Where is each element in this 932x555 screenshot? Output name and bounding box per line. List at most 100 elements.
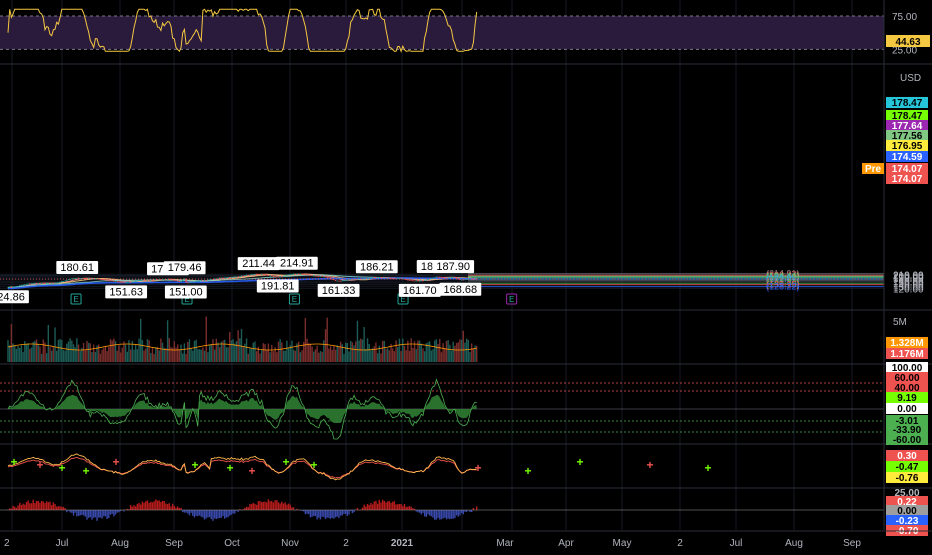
volume-bar: [215, 338, 218, 362]
last-value-badge-bg: [886, 110, 928, 121]
oscillator-3-badge-bg: [886, 496, 928, 507]
histogram-bar: [336, 510, 338, 517]
candle-body: [260, 274, 263, 275]
volume-bar: [333, 346, 335, 362]
histogram-bar: [257, 501, 260, 510]
histogram-bar: [328, 510, 330, 518]
candle-body: [323, 276, 325, 278]
candle-body: [313, 275, 315, 277]
last-value-badge-text: 178.47: [892, 98, 923, 109]
price-tick-label: 190.00: [893, 273, 924, 284]
volume-bar: [140, 318, 142, 362]
last-value-badge-bg: [886, 130, 928, 141]
premarket-badge-text: Pre: [865, 164, 882, 175]
volume-bar: [244, 343, 246, 362]
volume-bar: [255, 351, 258, 362]
candle-body: [210, 279, 212, 280]
candle-body: [193, 281, 196, 283]
histogram-bar: [207, 510, 209, 518]
volume-bar: [158, 350, 160, 362]
histogram-bar: [464, 510, 466, 512]
volume-bar: [271, 344, 273, 362]
earnings-marker-label: E: [400, 295, 405, 304]
volume-bar: [128, 340, 130, 362]
histogram-bar: [77, 510, 80, 516]
volume-bar: [269, 352, 271, 362]
candle-body: [50, 283, 53, 284]
volume-bar: [200, 349, 202, 362]
candle-body: [244, 275, 246, 277]
histogram-bar: [348, 510, 350, 515]
candle-body: [96, 278, 98, 280]
volume-bar: [462, 330, 464, 362]
candle-body: [119, 281, 122, 283]
annotation-label: 124.86: [0, 291, 25, 303]
candle-body: [212, 279, 214, 280]
candle-body: [425, 279, 428, 281]
candle-body: [29, 283, 31, 285]
volume-bar: [86, 340, 88, 362]
volume-badge-bg: [886, 348, 928, 359]
ma-200-line: [7, 277, 477, 290]
candle-body: [454, 277, 456, 278]
oscillator-1-badge: 60.00: [886, 372, 928, 384]
volume-bar: [17, 346, 19, 362]
price-annotation: 211.44: [237, 257, 280, 271]
annotation-label: 151.00: [169, 287, 203, 299]
volume-bar: [7, 340, 9, 362]
histogram-bar: [393, 501, 396, 510]
volume-bar: [390, 343, 392, 362]
histogram-bar: [143, 502, 145, 510]
histogram-bar: [140, 504, 142, 510]
candle-body: [365, 278, 367, 280]
histogram-bar: [87, 510, 90, 518]
volume-bar: [69, 338, 71, 362]
volume-bar: [302, 341, 305, 362]
histogram-bar: [457, 510, 459, 517]
candle-body: [440, 276, 443, 278]
histogram-bar: [403, 503, 406, 510]
volume-bar: [383, 340, 386, 362]
histogram-bar: [308, 510, 310, 515]
candle-body: [366, 278, 369, 280]
price-tick-label: 210.00: [893, 270, 924, 281]
histogram-bar: [131, 506, 134, 510]
histogram-bar: [318, 510, 320, 518]
candle-body: [148, 279, 150, 281]
volume-bar: [170, 346, 172, 362]
candle-body: [385, 277, 387, 279]
histogram-bar: [244, 507, 246, 510]
candle-body: [336, 280, 338, 282]
time-axis[interactable]: 2 Jul Aug Sep Oct Nov 2 2021 Mar Apr May 2 Jul Aug Sep: [0, 530, 932, 549]
volume-bar: [151, 347, 154, 362]
price-axis[interactable]: 75.0025.0044.63USD210.00200.00190.00180.…: [0, 0, 930, 537]
volume-bar: [234, 343, 236, 362]
histogram-bar: [445, 510, 448, 520]
histogram-bar: [166, 504, 169, 510]
volume-bar: [131, 341, 134, 362]
volume-bar: [210, 344, 212, 362]
candle-body: [7, 287, 9, 289]
candle-body: [276, 276, 278, 278]
histogram-bar: [444, 510, 446, 518]
volume-bar: [430, 350, 433, 362]
volume-bar: [410, 338, 412, 362]
histogram-bar: [383, 500, 386, 510]
histogram-bar: [22, 503, 24, 510]
oscillator-1-badge: -3.01: [886, 415, 928, 427]
candle-body: [74, 278, 76, 279]
volume-bar: [434, 340, 436, 362]
earnings-marker-label: E: [509, 295, 514, 304]
cross-signal-marker: +: [474, 461, 481, 475]
candle-body: [423, 280, 426, 281]
candle-body: [302, 273, 305, 275]
candle-body: [267, 275, 270, 276]
histogram-bar: [292, 507, 295, 510]
histogram-bar: [410, 506, 412, 510]
last-value-badge-text: 174.07: [892, 164, 923, 175]
histogram-bar: [425, 510, 428, 517]
volume-bar: [264, 344, 266, 362]
histogram-bar: [156, 500, 159, 510]
candle-body: [418, 280, 421, 282]
